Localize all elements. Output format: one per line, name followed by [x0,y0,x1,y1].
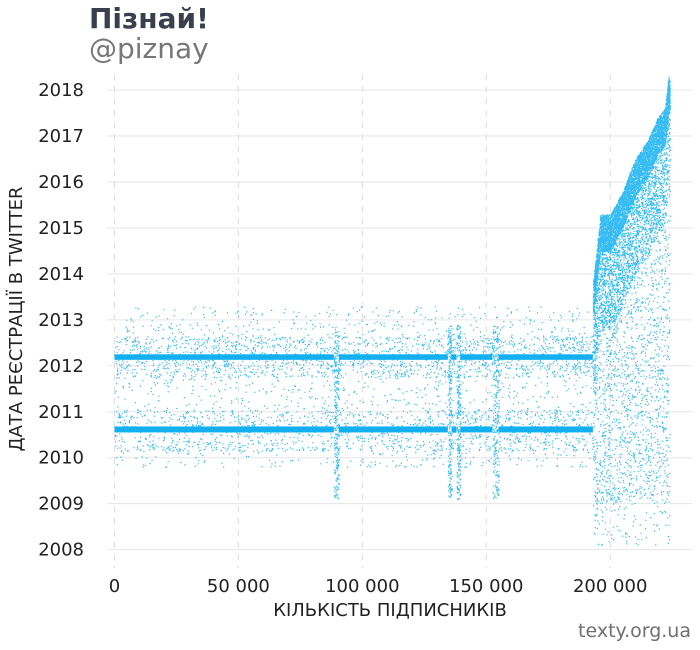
dense-band-segment [114,426,334,433]
grid-lines [107,74,692,568]
y-tick-label: 2017 [38,126,84,147]
y-tick-label: 2011 [38,402,84,423]
dense-band-segment [460,426,493,433]
x-tick-label: 100 000 [325,576,399,597]
chart-subtitle: @piznay [89,32,209,65]
y-tick-label: 2008 [38,540,84,561]
x-tick-label: 50 000 [207,576,270,597]
x-tick-label: 150 000 [449,576,523,597]
chart-title: Пізнай! [89,2,209,35]
y-axis-label: ДАТА РЕЄСТРАЦІЇ В TWITTER [6,187,27,452]
dense-band-segment [498,354,593,360]
y-tick-label: 2012 [38,356,84,377]
dense-band-segment [460,354,493,360]
scatter-points [114,76,671,546]
dense-band-segment [338,426,448,433]
y-tick-label: 2010 [38,448,84,469]
dense-band-segment [451,426,457,433]
dense-band-segment [498,426,593,433]
tick-labels: 2008 2009 2010 2011 2012 2013 2014 2015 2016 2017… [38,80,647,597]
x-tick-label: 0 [109,576,120,597]
scatter-dots [114,76,671,546]
x-axis-label: КІЛЬКІСТЬ ПІДПИСНИКІВ [273,600,507,621]
source-credit: texty.org.ua [578,620,691,642]
y-tick-label: 2009 [38,494,84,515]
x-tick-label: 200 000 [573,576,647,597]
dense-band-segment [338,354,448,360]
y-tick-label: 2016 [38,172,84,193]
dense-band-segment [114,354,334,360]
y-tick-label: 2013 [38,310,84,331]
dense-band-segment [451,354,457,360]
y-tick-label: 2018 [38,80,84,101]
y-tick-label: 2015 [38,218,84,239]
y-tick-label: 2014 [38,264,84,285]
